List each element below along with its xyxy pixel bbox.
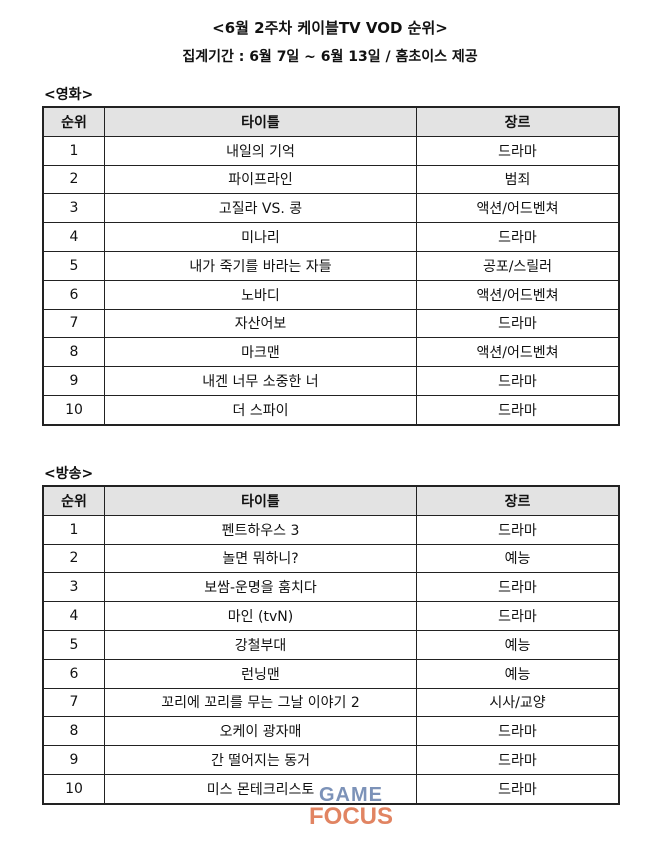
rank-header: 순위 (42, 106, 105, 137)
rank-header: 순위 (42, 485, 105, 516)
rank-cell: 4 (42, 601, 105, 631)
genre-cell: 범죄 (416, 164, 620, 195)
title-cell: 펜트하우스 3 (104, 514, 417, 545)
rank-cell: 8 (42, 716, 105, 747)
title-header: 타이틀 (104, 485, 417, 516)
rank-cell: 5 (42, 629, 105, 660)
broadcast-section-label: <방송> (44, 466, 94, 482)
genre-cell: 드라마 (416, 773, 620, 805)
rank-cell: 1 (42, 514, 105, 545)
table-header-row: 순위 타이틀 장르 (42, 485, 620, 516)
rank-cell: 3 (42, 572, 105, 603)
table-row: 6 노바디 액션/어드벤쳐 (42, 279, 620, 310)
rank-cell: 2 (42, 164, 105, 195)
title-cell: 보쌈-운명을 훔치다 (104, 572, 417, 603)
genre-cell: 공포/스릴러 (416, 250, 620, 281)
rank-cell: 1 (42, 135, 105, 166)
genre-cell: 드라마 (416, 308, 620, 339)
title-cell: 내가 죽기를 바라는 자들 (104, 250, 417, 281)
title-cell: 마인 (tvN) (104, 601, 417, 631)
table-row: 2 놀면 뭐하니? 예능 (42, 543, 620, 574)
table-row: 7 자산어보 드라마 (42, 308, 620, 339)
table-row: 5 강철부대 예능 (42, 629, 620, 660)
title-cell: 고질라 VS. 콩 (104, 193, 417, 224)
title-cell: 자산어보 (104, 308, 417, 339)
movies-section-label: <영화> (44, 87, 94, 103)
table-row: 1 펜트하우스 3 드라마 (42, 514, 620, 545)
page-subtitle: 집계기간 : 6월 7일 ~ 6월 13일 / 홈초이스 제공 (182, 49, 478, 65)
movies-table: 순위 타이틀 장르 1 내일의 기억 드라마 2 파이프라인 범죄 3 고질라 VS. 콩 액션… (42, 106, 620, 426)
rank-cell: 4 (42, 222, 105, 252)
rank-cell: 7 (42, 308, 105, 339)
table-row: 8 오케이 광자매 드라마 (42, 716, 620, 747)
table-row: 8 마크맨 액션/어드벤쳐 (42, 337, 620, 368)
table-row: 4 미나리 드라마 (42, 222, 620, 252)
genre-cell: 드라마 (416, 514, 620, 545)
genre-cell: 액션/어드벤쳐 (416, 193, 620, 224)
table-row: 3 고질라 VS. 콩 액션/어드벤쳐 (42, 193, 620, 224)
rank-cell: 6 (42, 279, 105, 310)
rank-cell: 9 (42, 366, 105, 396)
table-row: 3 보쌈-운명을 훔치다 드라마 (42, 572, 620, 603)
rank-cell: 6 (42, 658, 105, 689)
table-row: 10 미스 몬테크리스토 드라마 (42, 773, 620, 805)
genre-cell: 드라마 (416, 394, 620, 426)
title-cell: 강철부대 (104, 629, 417, 660)
title-header: 타이틀 (104, 106, 417, 137)
genre-cell: 드라마 (416, 366, 620, 396)
rank-cell: 10 (42, 773, 105, 805)
table-row: 1 내일의 기억 드라마 (42, 135, 620, 166)
genre-cell: 드라마 (416, 601, 620, 631)
title-cell: 미나리 (104, 222, 417, 252)
genre-cell: 드라마 (416, 716, 620, 747)
genre-cell: 예능 (416, 543, 620, 574)
title-cell: 꼬리에 꼬리를 무는 그날 이야기 2 (104, 687, 417, 718)
title-cell: 더 스파이 (104, 394, 417, 426)
table-row: 5 내가 죽기를 바라는 자들 공포/스릴러 (42, 250, 620, 281)
table-header-row: 순위 타이틀 장르 (42, 106, 620, 137)
genre-cell: 드라마 (416, 135, 620, 166)
genre-cell: 드라마 (416, 745, 620, 775)
title-cell: 런닝맨 (104, 658, 417, 689)
title-cell: 오케이 광자매 (104, 716, 417, 747)
genre-cell: 액션/어드벤쳐 (416, 337, 620, 368)
title-cell: 놀면 뭐하니? (104, 543, 417, 574)
genre-cell: 예능 (416, 658, 620, 689)
genre-cell: 드라마 (416, 572, 620, 603)
rank-cell: 7 (42, 687, 105, 718)
table-row: 7 꼬리에 꼬리를 무는 그날 이야기 2 시사/교양 (42, 687, 620, 718)
broadcast-table: 순위 타이틀 장르 1 펜트하우스 3 드라마 2 놀면 뭐하니? 예능 3 보쌈-운명을 훔… (42, 485, 620, 805)
genre-cell: 시사/교양 (416, 687, 620, 718)
title-cell: 노바디 (104, 279, 417, 310)
rank-cell: 5 (42, 250, 105, 281)
rank-cell: 9 (42, 745, 105, 775)
table-row: 2 파이프라인 범죄 (42, 164, 620, 195)
rank-cell: 10 (42, 394, 105, 426)
title-cell: 간 떨어지는 동거 (104, 745, 417, 775)
genre-cell: 액션/어드벤쳐 (416, 279, 620, 310)
genre-cell: 드라마 (416, 222, 620, 252)
rank-cell: 3 (42, 193, 105, 224)
title-cell: 미스 몬테크리스토 (104, 773, 417, 805)
genre-header: 장르 (416, 485, 620, 516)
table-row: 6 런닝맨 예능 (42, 658, 620, 689)
genre-header: 장르 (416, 106, 620, 137)
table-row: 9 내겐 너무 소중한 너 드라마 (42, 366, 620, 396)
rank-cell: 2 (42, 543, 105, 574)
title-cell: 내겐 너무 소중한 너 (104, 366, 417, 396)
rank-cell: 8 (42, 337, 105, 368)
title-cell: 파이프라인 (104, 164, 417, 195)
title-cell: 내일의 기억 (104, 135, 417, 166)
title-cell: 마크맨 (104, 337, 417, 368)
genre-cell: 예능 (416, 629, 620, 660)
table-row: 4 마인 (tvN) 드라마 (42, 601, 620, 631)
table-row: 10 더 스파이 드라마 (42, 394, 620, 426)
page-title: <6월 2주차 케이블TV VOD 순위> (212, 19, 448, 37)
